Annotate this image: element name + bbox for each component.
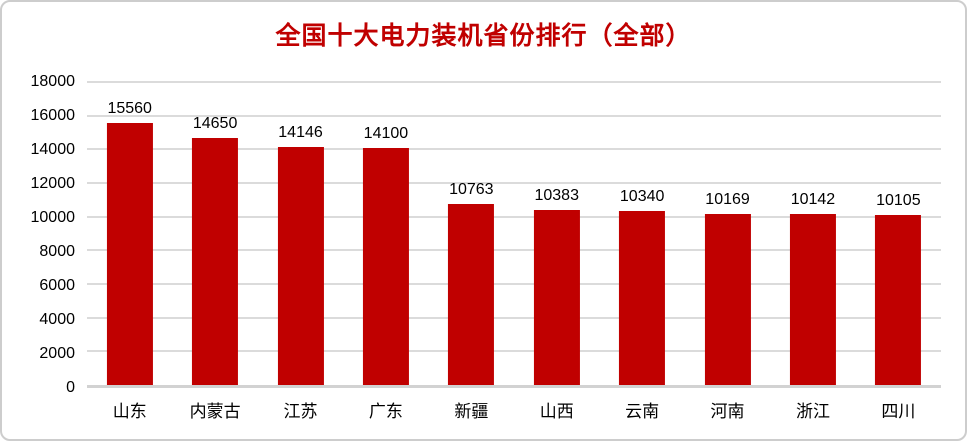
bar-value-label: 14100: [363, 124, 409, 142]
gridline: [87, 282, 941, 285]
y-tick-label: 12000: [30, 175, 76, 192]
bar-value-label: 10383: [534, 187, 579, 205]
category-column: 14650: [172, 82, 257, 385]
gridline: [87, 81, 941, 83]
bar: [192, 138, 239, 385]
gridline: [87, 181, 941, 184]
y-tick-label: 18000: [30, 73, 76, 90]
y-tick-label: 16000: [30, 106, 76, 124]
category-column: 10383: [514, 82, 599, 385]
gridline: [87, 148, 941, 151]
bar: [789, 214, 837, 385]
bar-value-label: 14146: [278, 123, 323, 141]
x-axis: 山东 内蒙古 江苏 广东 新疆 山西 云南 河南 浙江 四川: [87, 397, 941, 422]
x-tick-label: 四川: [881, 402, 916, 421]
y-tick-label: 4000: [39, 311, 75, 328]
gridline: [87, 316, 941, 319]
bar: [362, 147, 409, 385]
bar: [106, 123, 153, 385]
bars-layer: 15560 14650 14146 14100 10763 10383 10340 10169…: [87, 82, 941, 385]
y-tick-label: 2000: [39, 344, 75, 362]
category-column: 10169: [685, 82, 770, 385]
x-tick-label: 浙江: [795, 402, 830, 421]
category-column: 10763: [429, 82, 514, 385]
category-column: 15560: [87, 82, 172, 385]
x-tick-label: 山西: [539, 402, 574, 421]
gridline: [87, 215, 941, 218]
y-tick-label: 14000: [30, 140, 76, 158]
bar: [704, 213, 751, 385]
x-tick-label: 广东: [368, 402, 403, 421]
y-axis: 18000 16000 14000 12000 10000 8000 6000 4000 200…: [2, 73, 87, 396]
category-column: 14146: [258, 82, 343, 385]
bar: [875, 214, 922, 385]
gridline: [87, 249, 941, 252]
chart-title: 全国十大电力装机省份排行（全部）: [275, 22, 692, 50]
x-tick-label: 内蒙古: [189, 402, 241, 421]
y-tick-label: 6000: [39, 277, 75, 294]
y-tick-label: 0: [66, 379, 75, 396]
category-column: 10105: [856, 82, 941, 385]
bar-value-label: 15560: [107, 100, 152, 118]
x-tick-label: 云南: [625, 402, 660, 421]
category-column: 10340: [599, 82, 684, 385]
bar-value-label: 10105: [876, 191, 921, 209]
category-column: 10142: [770, 82, 855, 385]
bar-value-label: 14650: [192, 115, 238, 133]
gridline: [87, 114, 941, 117]
y-tick-label: 10000: [30, 208, 76, 226]
y-tick-label: 8000: [39, 243, 75, 260]
bar-value-label: 10169: [705, 190, 750, 208]
x-tick-label: 江苏: [283, 402, 318, 421]
bar-value-label: 10142: [790, 191, 836, 209]
gridline: [87, 350, 941, 353]
x-tick-label: 河南: [710, 402, 745, 421]
chart-body: 18000 16000 14000 12000 10000 8000 6000 4000 200…: [2, 73, 941, 396]
x-tick-label: 新疆: [454, 402, 489, 421]
category-column: 14100: [343, 82, 428, 385]
bar: [533, 210, 580, 385]
x-tick-label: 山东: [112, 402, 147, 421]
bar: [448, 203, 495, 385]
bar-value-label: 10340: [619, 187, 665, 205]
bar-value-label: 10763: [449, 180, 494, 198]
bar: [619, 210, 666, 385]
bar: [277, 146, 324, 385]
plot-area: 15560 14650 14146 14100 10763 10383 10340 10169…: [87, 81, 941, 388]
